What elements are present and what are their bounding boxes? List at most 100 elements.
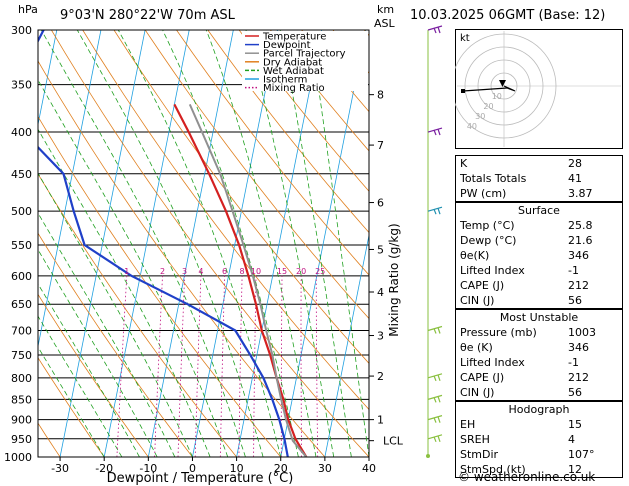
- pressure-tick-label: 750: [11, 349, 32, 362]
- mixing-ratio-label: 15: [277, 267, 287, 276]
- index-row: θe(K) 346: [456, 248, 622, 263]
- km-tick-label: 8: [377, 89, 384, 102]
- km-tick-label: 1: [377, 414, 384, 427]
- index-value: 212: [568, 279, 589, 292]
- index-row: EH 15: [456, 417, 622, 432]
- pressure-tick-label: 850: [11, 393, 32, 406]
- mixing-ratio-line: [194, 275, 202, 457]
- most-unstable-title: Most Unstable: [456, 309, 622, 325]
- mixing-ratio-line: [177, 275, 185, 457]
- mixing-ratio-label: 3: [182, 267, 187, 276]
- wind-barb: [427, 394, 443, 403]
- index-value: 212: [568, 371, 589, 384]
- wet-adiabat-line: [40, 30, 246, 457]
- hodograph-box: Hodograph EH 15 SREH 4 StmDir 107° StmSpd (kt)…: [455, 401, 623, 478]
- legend-item: Isotherm: [263, 75, 307, 86]
- index-label: Dewp (°C): [460, 234, 517, 247]
- index-row: Dewp (°C) 21.6: [456, 233, 622, 248]
- plot-frame: [37, 29, 370, 458]
- mixing-ratio-line: [280, 275, 283, 457]
- mixing-ratio-label: 8: [240, 267, 245, 276]
- pressure-tick-label: 300: [11, 24, 32, 37]
- index-value: 41: [568, 172, 582, 185]
- dry-adiabat-line: [269, 30, 369, 152]
- index-label: θe (K): [460, 341, 493, 354]
- index-row: CAPE (J) 212: [456, 278, 622, 293]
- mixing-ratio-label: 4: [198, 267, 203, 276]
- mixing-ratio-label: 2: [160, 267, 165, 276]
- mixing-ratio-line: [315, 275, 319, 457]
- x-axis-label: Dewpoint / Temperature (°C): [107, 471, 294, 486]
- wind-profile: [426, 25, 443, 458]
- wet-adiabat-line: [245, 30, 335, 457]
- surface-title: Surface: [456, 202, 622, 218]
- legend-background: [242, 31, 368, 91]
- index-label: CIN (J): [460, 294, 495, 307]
- pressure-tick-label: 650: [11, 298, 32, 311]
- skew-t-chart: 3003504004505005506006507007508008509009…: [4, 24, 404, 486]
- mixing-ratio-axis-label: Mixing Ratio (g/kg): [387, 223, 401, 336]
- index-row: PW (cm) 3.87: [456, 186, 622, 201]
- legend-item: Dewpoint: [263, 40, 311, 51]
- wet-adiabat-line: [205, 30, 317, 457]
- x-tick-label: -10: [139, 462, 157, 475]
- mixing-ratio-label: 20: [296, 267, 306, 276]
- km-tick-label: 3: [377, 330, 384, 343]
- surface-wind-dot: [426, 454, 430, 458]
- index-label: CIN (J): [460, 386, 495, 399]
- legend-item: Parcel Trajectory: [263, 49, 346, 60]
- x-tick-label: -30: [51, 462, 69, 475]
- pressure-tick-label: 600: [11, 270, 32, 283]
- legend-item: Dry Adiabat: [263, 57, 322, 68]
- surface-box: Surface Temp (°C) 25.8 Dewp (°C) 21.6 θe(K) 3…: [455, 202, 623, 309]
- index-value: 107°: [568, 448, 595, 461]
- index-value: 12: [568, 463, 582, 476]
- index-label: K: [460, 157, 468, 170]
- km-tick-label: 5: [377, 243, 384, 256]
- index-label: θe(K): [460, 249, 490, 262]
- dry-adiabat-line: [207, 30, 369, 234]
- index-row: Lifted Index -1: [456, 355, 622, 370]
- index-label: StmDir: [460, 448, 499, 461]
- isotherm-line: [280, 30, 367, 457]
- indices-panel: K 28 Totals Totals 41 PW (cm) 3.87 Surface Te…: [455, 155, 623, 478]
- pressure-tick-label: 900: [11, 414, 32, 427]
- wet-adiabat-line: [38, 79, 229, 457]
- mixing-ratio-line: [300, 275, 302, 457]
- dry-adiabat-line: [82, 30, 369, 411]
- hodograph-ring-label: 20: [483, 102, 493, 111]
- index-row: StmDir 107°: [456, 447, 622, 462]
- isotherm-line: [324, 233, 369, 457]
- temperature-profile: [173, 103, 308, 457]
- index-label: Lifted Index: [460, 356, 525, 369]
- index-value: 25.8: [568, 219, 593, 232]
- legend-item: Wet Adiabat: [263, 66, 324, 77]
- dry-adiabat-line: [38, 293, 149, 457]
- parcel-trajectory-profile: [188, 103, 308, 457]
- index-value: 346: [568, 249, 589, 262]
- x-tick-label: 10: [230, 462, 244, 475]
- mixing-ratio-line: [219, 275, 225, 457]
- hodograph-title: Hodograph: [456, 401, 622, 417]
- km-tick-label: 4: [377, 286, 384, 299]
- wind-barb: [427, 127, 443, 136]
- wind-barb: [427, 25, 443, 34]
- wet-adiabat-line: [38, 315, 123, 457]
- mixing-ratio-label: 1: [124, 267, 129, 276]
- pressure-tick-label: 1000: [4, 451, 32, 464]
- index-label: SREH: [460, 433, 490, 446]
- wet-adiabat-line: [38, 346, 105, 457]
- wet-adiabat-line: [279, 30, 352, 457]
- isotherm-line: [38, 30, 58, 127]
- index-value: 346: [568, 341, 589, 354]
- index-row: Pressure (mb) 1003: [456, 325, 622, 340]
- index-value: 28: [568, 157, 582, 170]
- km-unit-label: km: [377, 3, 395, 16]
- mixing-ratio-line: [253, 275, 257, 457]
- dry-adiabat-line: [38, 232, 193, 457]
- index-value: 56: [568, 386, 582, 399]
- x-tick-label: 0: [189, 462, 196, 475]
- wet-adiabat-line: [309, 30, 369, 457]
